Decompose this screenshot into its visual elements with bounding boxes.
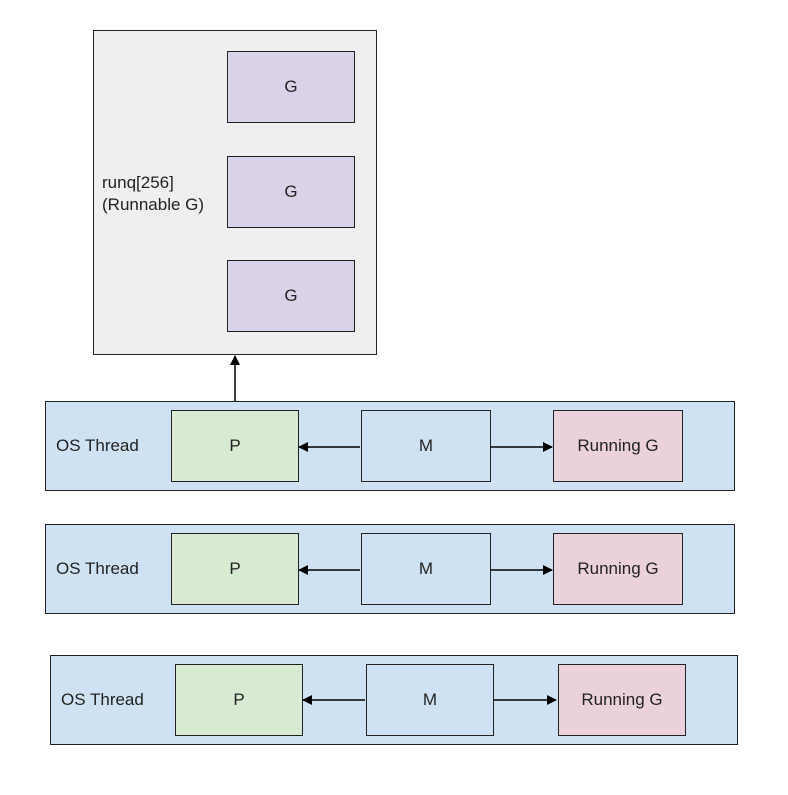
os-thread-label: OS Thread <box>56 559 139 578</box>
runq-g-box: G <box>227 51 355 123</box>
os-thread-row: OS Thread P M Running G <box>45 524 735 614</box>
m-box: M <box>366 664 494 736</box>
runq-g-box: G <box>227 260 355 332</box>
os-thread-row: OS Thread P M Running G <box>45 401 735 491</box>
runq-label: runq[256] (Runnable G) <box>102 173 205 214</box>
running-g-box: Running G <box>553 533 683 605</box>
m-box: M <box>361 533 491 605</box>
running-g-box: Running G <box>553 410 683 482</box>
m-box: M <box>361 410 491 482</box>
running-g-box: Running G <box>558 664 686 736</box>
os-thread-label: OS Thread <box>61 690 144 709</box>
p-box: P <box>171 410 299 482</box>
p-box: P <box>171 533 299 605</box>
runq-g-box: G <box>227 156 355 228</box>
os-thread-label: OS Thread <box>56 436 139 455</box>
p-box: P <box>175 664 303 736</box>
os-thread-row: OS Thread P M Running G <box>50 655 738 745</box>
